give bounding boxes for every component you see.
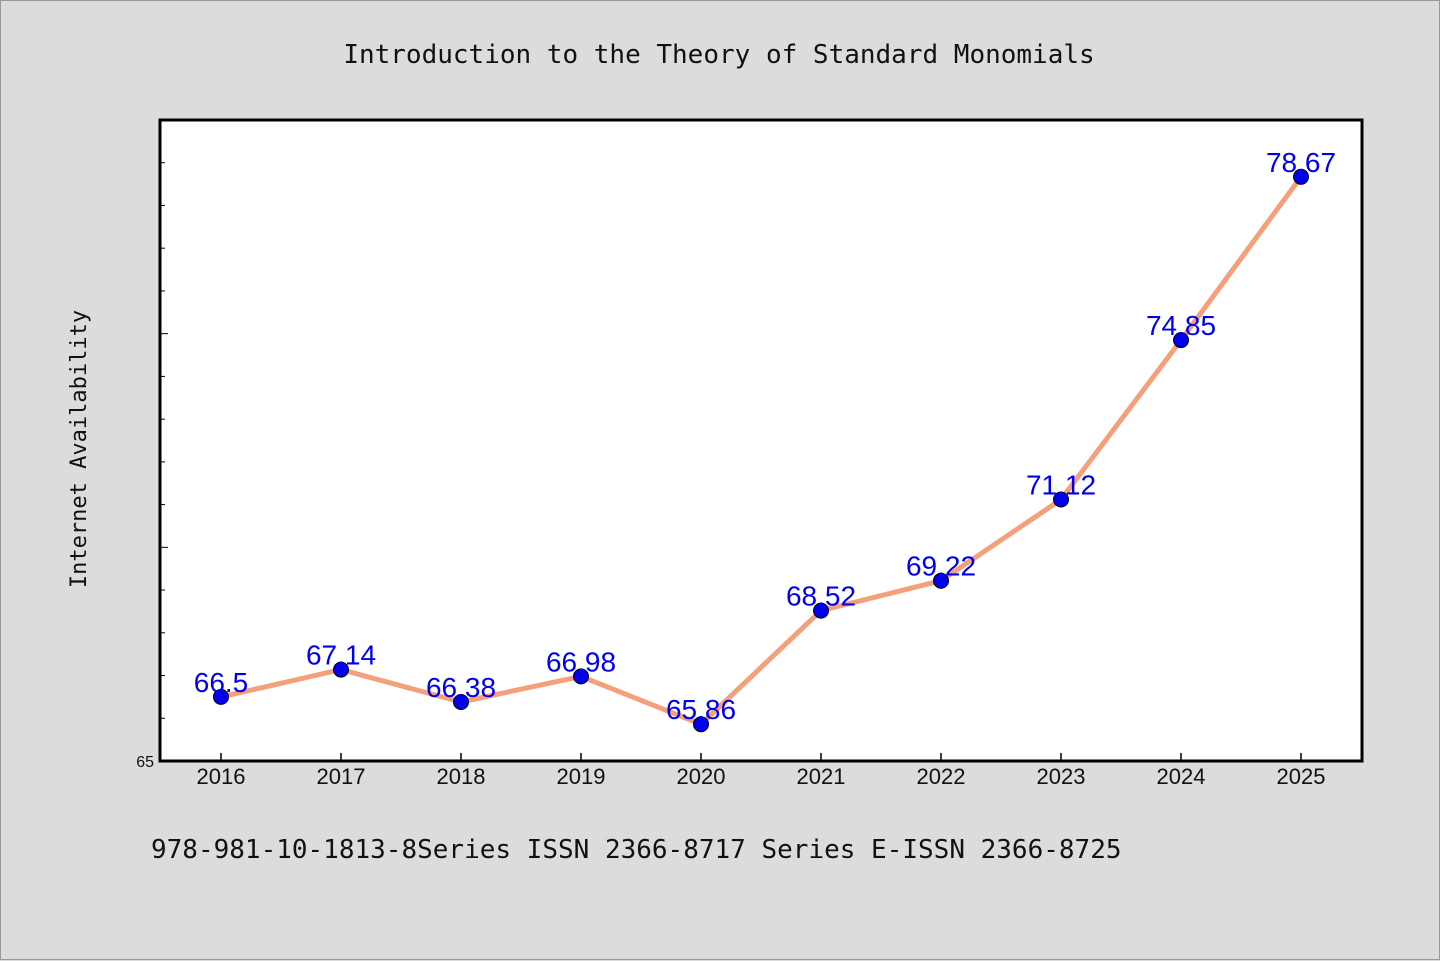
plot-area (158, 118, 1364, 763)
chart-title: Introduction to the Theory of Standard M… (343, 40, 1094, 70)
y-axis-label: Internet Availability (67, 310, 92, 588)
data-point (453, 694, 469, 710)
y-axis-ticks (160, 162, 168, 719)
data-point (1053, 491, 1069, 508)
x-tick-label: 2016 (197, 764, 246, 789)
x-tick-label: 2022 (917, 764, 966, 789)
data-point (333, 661, 349, 678)
x-tick-label: 2025 (1277, 764, 1326, 789)
data-label: 65.86 (666, 694, 736, 725)
x-tick-label: 2017 (317, 764, 366, 789)
data-label: 66.98 (546, 646, 616, 677)
x-axis-ticks (220, 753, 1302, 761)
data-point (573, 668, 589, 685)
data-label: 69.22 (906, 551, 976, 582)
footer-isbn-text: 978-981-10-1813-8Series ISSN 2366-8717 S… (151, 835, 1122, 865)
data-point (933, 572, 949, 589)
y-tick-label-min: 65 (136, 754, 154, 771)
series-line (220, 175, 1304, 727)
x-tick-label: 2020 (677, 764, 726, 789)
data-point (1173, 332, 1189, 349)
data-label: 71.12 (1026, 470, 1096, 501)
x-tick-label: 2021 (797, 764, 846, 789)
data-labels: 66.5 67.14 66.38 66.98 65.86 68.52 69.22 71.12 7… (194, 147, 1336, 725)
x-tick-label: 2024 (1157, 764, 1206, 789)
x-tick-label: 2019 (557, 764, 606, 789)
data-label: 67.14 (306, 640, 376, 671)
data-label: 66.38 (426, 672, 496, 703)
data-markers (213, 168, 1309, 733)
data-label: 78.67 (1266, 147, 1336, 178)
x-tick-label: 2023 (1037, 764, 1086, 789)
data-point (813, 602, 829, 619)
x-tick-label: 2018 (437, 764, 486, 789)
data-label: 74.85 (1146, 310, 1216, 341)
data-point (1293, 168, 1309, 185)
data-point (213, 688, 229, 705)
data-label: 66.5 (194, 667, 249, 698)
data-point (693, 716, 709, 733)
data-label: 68.52 (786, 581, 856, 612)
x-axis-tick-labels: 2016 2017 2018 2019 2020 2021 2022 2023 2024 2025 (197, 764, 1326, 789)
